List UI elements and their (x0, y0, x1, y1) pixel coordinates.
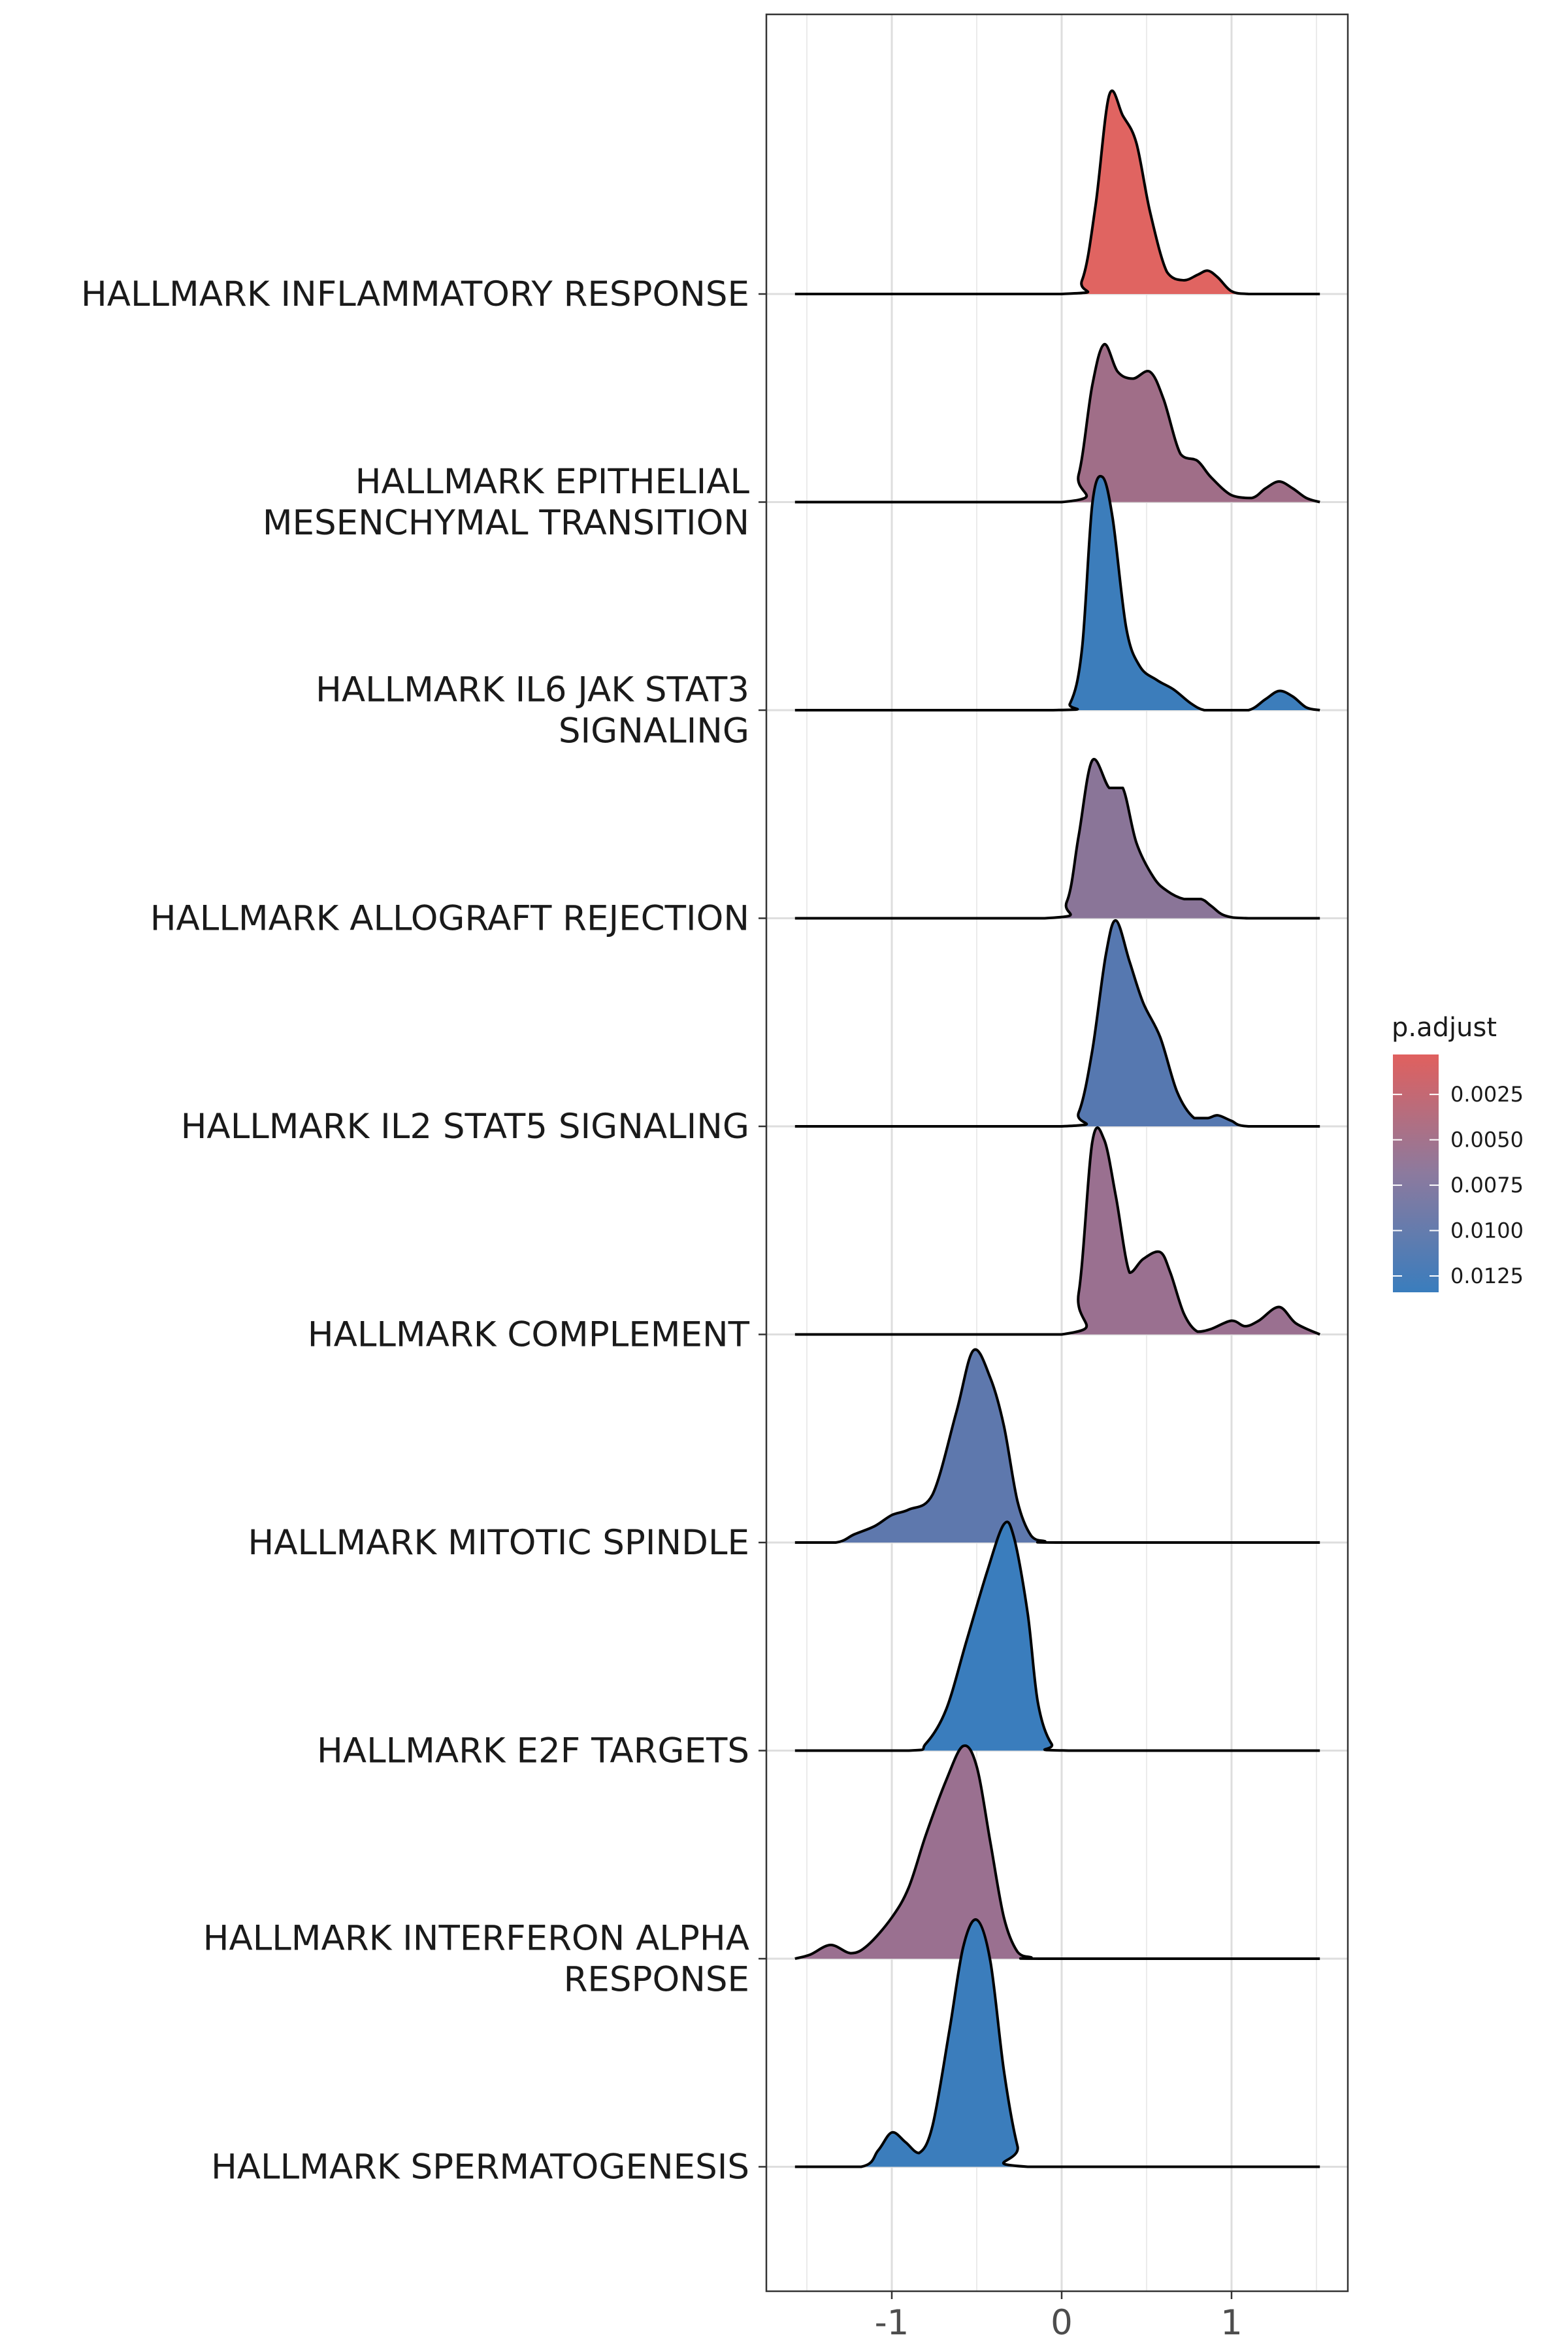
legend-tick-label: 0.0075 (1450, 1173, 1524, 1198)
ridge-outline (794, 1744, 1320, 1961)
y-tick-label: HALLMARK SPERMATOGENESIS (211, 2148, 749, 2187)
ridge-outline (794, 342, 1320, 504)
ridge-5 (794, 919, 1320, 1128)
ridge-3 (794, 474, 1320, 712)
x-axis: -1 0 1 (875, 2291, 1243, 2343)
ridge-8 (794, 1520, 1320, 1752)
x-tick-label: 0 (1051, 2303, 1073, 2343)
ridge-1 (794, 89, 1320, 296)
legend-colorbar (1393, 1054, 1439, 1292)
ridge-6 (794, 1126, 1321, 1336)
ridge-outline (794, 1520, 1320, 1752)
y-axis: HALLMARK INFLAMMATORY RESPONSE HALLMARK E… (81, 274, 766, 2187)
legend-ticks: 0.0025 0.0050 0.0075 0.0100 0.0125 (1393, 1082, 1524, 1288)
legend: p.adjust 0.0025 0.0050 0.0075 0.0100 0.0125 (1392, 1013, 1524, 1292)
ridge-fill (794, 344, 1320, 502)
y-tick-label: HALLMARK INTERFERON ALPHA (203, 1919, 749, 1959)
y-tick-label: HALLMARK COMPLEMENT (308, 1315, 750, 1355)
ridge-9 (794, 1744, 1320, 1961)
y-tick-label: HALLMARK E2F TARGETS (317, 1731, 749, 1771)
ridge-4 (794, 757, 1320, 920)
ridge-outline (794, 1918, 1320, 2168)
y-tick-label: MESENCHYMAL TRANSITION (263, 503, 749, 543)
y-tick-label: HALLMARK EPITHELIAL (355, 462, 750, 502)
y-tick-label: HALLMARK IL2 STAT5 SIGNALING (181, 1107, 749, 1147)
legend-tick-label: 0.0050 (1450, 1128, 1524, 1152)
ridge-outline (794, 1348, 1320, 1544)
ridge-outline (794, 1126, 1321, 1336)
y-tick-label: RESPONSE (564, 1960, 749, 2000)
panel-border (765, 13, 1349, 2293)
y-tick-label: HALLMARK INFLAMMATORY RESPONSE (81, 274, 749, 314)
x-tick-label: -1 (875, 2303, 909, 2343)
legend-tick-label: 0.0025 (1450, 1082, 1524, 1107)
ridge-outline (794, 757, 1320, 920)
ridge-outline (794, 89, 1320, 296)
ridges (794, 89, 1321, 2168)
ridge-outline (794, 474, 1320, 712)
ridge-7 (794, 1348, 1320, 1544)
ridge-outline (794, 919, 1320, 1128)
y-tick-label: HALLMARK ALLOGRAFT REJECTION (150, 899, 749, 939)
y-tick-label: HALLMARK IL6 JAK STAT3 (316, 670, 749, 710)
legend-tick-label: 0.0125 (1450, 1264, 1524, 1288)
y-tick-label: SIGNALING (559, 711, 749, 751)
ridge-fill (794, 1745, 1320, 1959)
legend-tick-label: 0.0100 (1450, 1218, 1524, 1243)
x-tick-label: 1 (1220, 2303, 1243, 2343)
ridge-2 (794, 342, 1320, 504)
ridge-10 (794, 1918, 1320, 2168)
y-tick-label: HALLMARK MITOTIC SPINDLE (248, 1523, 749, 1563)
legend-title: p.adjust (1392, 1013, 1497, 1043)
